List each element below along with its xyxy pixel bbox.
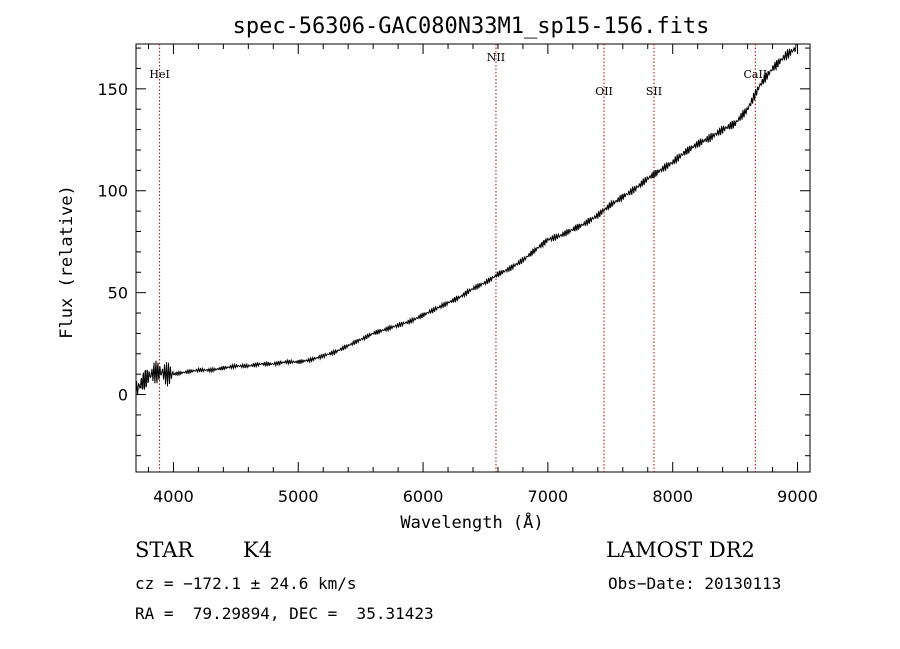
x-tick-label: 8000 [652,487,693,506]
axis-ticks: 4000 5000 6000 7000 8000 9000 0 50 100 150 [97,44,818,506]
survey-label: LAMOST DR2 [606,538,755,562]
spectrum-line [135,44,797,395]
object-subclass: K4 [243,538,273,562]
x-tick-label: 6000 [403,487,444,506]
x-tick-label: 4000 [153,487,194,506]
x-axis-label: Wavelength (Å) [400,511,543,533]
spectral-line-label: HeI [149,68,169,81]
y-tick-label: 50 [108,284,128,303]
y-tick-label: 100 [97,182,128,201]
spectral-line-label: CaII [743,68,767,81]
spectral-line-markers: HeI NII OII SII CaII [149,44,767,472]
y-tick-label: 150 [97,80,128,99]
chart-title: spec-56306-GAC080N33M1_sp15-156.fits [233,14,710,39]
x-tick-label: 9000 [777,487,818,506]
y-tick-label: 0 [118,386,128,405]
spectral-line-label: SII [646,85,662,98]
observation-date: Obs−Date: 20130113 [608,574,782,593]
x-tick-label: 7000 [528,487,569,506]
object-class: STAR [135,538,194,562]
redshift-velocity: cz = −172.1 ± 24.6 km/s [135,574,357,593]
spectral-line-label: NII [487,51,505,64]
spectral-line-label: OII [595,85,613,98]
x-tick-label: 5000 [278,487,319,506]
coordinates: RA = 79.29894, DEC = 35.31423 [135,604,434,623]
y-axis-label: Flux (relative) [57,185,77,339]
spectrum-series [135,44,797,395]
plot-frame [135,43,811,473]
